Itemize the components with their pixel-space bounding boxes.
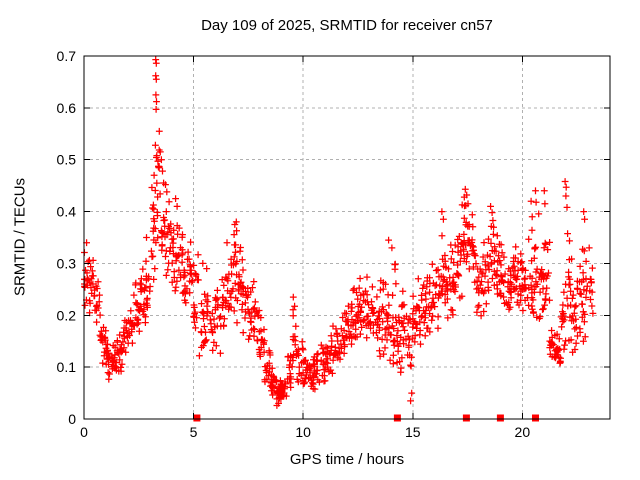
x-tick-label-5: 5 — [190, 424, 198, 440]
plot-border — [83, 55, 611, 420]
axis-marker-square — [532, 414, 539, 422]
scatter-points — [81, 56, 597, 409]
y-tick-label-0: 0 — [68, 411, 76, 427]
x-axis-title: GPS time / hours — [289, 451, 405, 468]
y-tick-label-0.7: 0.7 — [57, 48, 77, 64]
y-tick-label-0.2: 0.2 — [57, 307, 77, 323]
x-tick-label-10: 10 — [295, 424, 311, 440]
axis-marker-square — [462, 414, 470, 422]
x-tick-label-0: 0 — [80, 424, 88, 440]
y-tick-label-0.5: 0.5 — [57, 152, 77, 168]
axis-marker-square — [193, 414, 201, 422]
chart-title: Day 109 of 2025, SRMTID for receiver cn5… — [201, 17, 493, 34]
x-tick-label-15: 15 — [405, 424, 421, 440]
x-tick-label-20: 20 — [515, 424, 531, 440]
axis-marker-square — [393, 414, 401, 422]
y-tick-label-0.4: 0.4 — [57, 204, 77, 220]
y-tick-label-0.6: 0.6 — [57, 100, 77, 116]
y-tick-label-0.1: 0.1 — [57, 359, 77, 375]
y-tick-label-0.3: 0.3 — [57, 255, 77, 271]
axis-marker-square — [496, 414, 504, 422]
